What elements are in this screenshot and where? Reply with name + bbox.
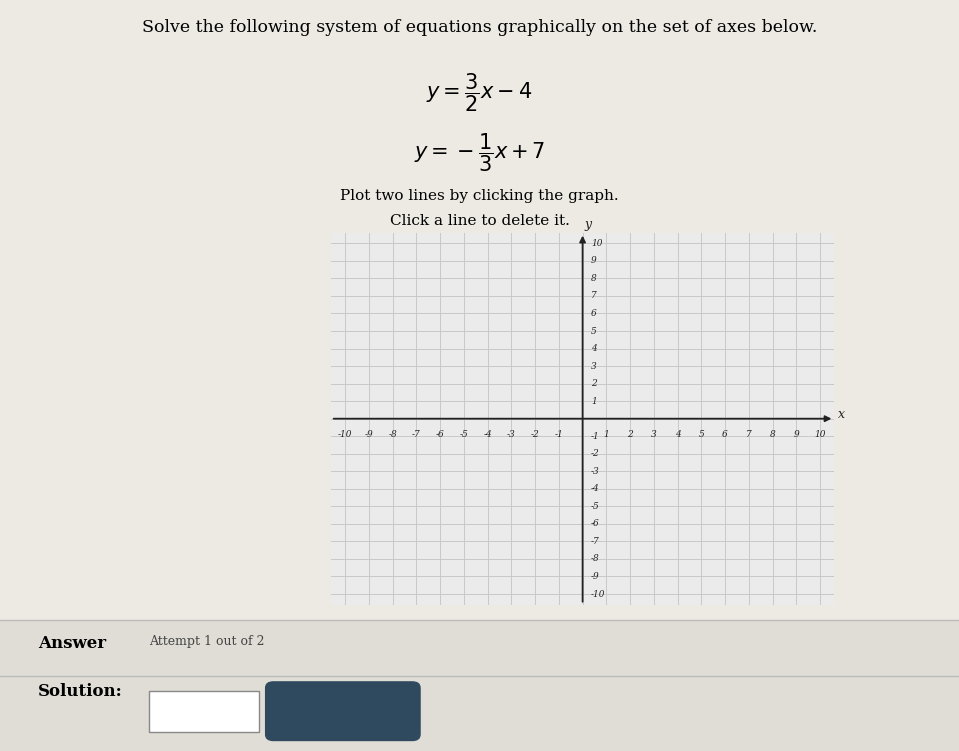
Text: 1: 1 [603,430,609,439]
Text: 4: 4 [675,430,681,439]
Text: 9: 9 [591,256,596,265]
Text: Solution:: Solution: [38,683,123,701]
Text: -10: -10 [591,590,605,599]
Text: 8: 8 [591,274,596,283]
Text: -8: -8 [388,430,397,439]
FancyBboxPatch shape [266,682,420,740]
Text: -7: -7 [591,537,599,546]
Text: -5: -5 [459,430,468,439]
Text: -6: -6 [435,430,444,439]
Text: -2: -2 [530,430,540,439]
Text: -8: -8 [591,554,599,563]
Text: 3: 3 [651,430,657,439]
Text: $y = \dfrac{3}{2}x - 4$: $y = \dfrac{3}{2}x - 4$ [426,71,533,114]
Text: 10: 10 [591,239,602,248]
Text: -9: -9 [364,430,373,439]
Text: Solve the following system of equations graphically on the set of axes below.: Solve the following system of equations … [142,19,817,36]
Text: y: y [585,218,592,231]
Text: 7: 7 [746,430,752,439]
Text: -3: -3 [591,467,599,476]
Text: 10: 10 [814,430,826,439]
Text: 7: 7 [591,291,596,300]
Text: -3: -3 [507,430,516,439]
Text: 9: 9 [793,430,799,439]
Text: Plot two lines by clicking the graph.: Plot two lines by clicking the graph. [340,189,619,204]
Text: 2: 2 [591,379,596,388]
Text: 5: 5 [698,430,704,439]
Text: -1: -1 [554,430,563,439]
Text: -9: -9 [591,572,599,581]
Text: 6: 6 [722,430,728,439]
Text: 8: 8 [770,430,776,439]
Text: 5: 5 [591,327,596,336]
Text: -7: -7 [412,430,421,439]
Text: Click a line to delete it.: Click a line to delete it. [389,214,570,228]
Text: $y = -\dfrac{1}{3}x + 7$: $y = -\dfrac{1}{3}x + 7$ [413,131,546,174]
Text: 3: 3 [591,361,596,370]
Text: x: x [838,408,845,421]
Text: 1: 1 [591,397,596,406]
FancyBboxPatch shape [0,620,959,751]
Text: -1: -1 [591,432,599,441]
Text: -5: -5 [591,502,599,511]
Text: -4: -4 [591,484,599,493]
Text: Attempt 1 out of 2: Attempt 1 out of 2 [149,635,264,647]
Text: Submit Answer: Submit Answer [283,704,402,718]
Text: 6: 6 [591,309,596,318]
FancyBboxPatch shape [149,691,259,732]
Text: -6: -6 [591,520,599,529]
Text: -10: -10 [338,430,352,439]
Text: -4: -4 [483,430,492,439]
Text: 4: 4 [591,344,596,353]
Text: Answer: Answer [38,635,106,652]
Text: 2: 2 [627,430,633,439]
Text: -2: -2 [591,449,599,458]
